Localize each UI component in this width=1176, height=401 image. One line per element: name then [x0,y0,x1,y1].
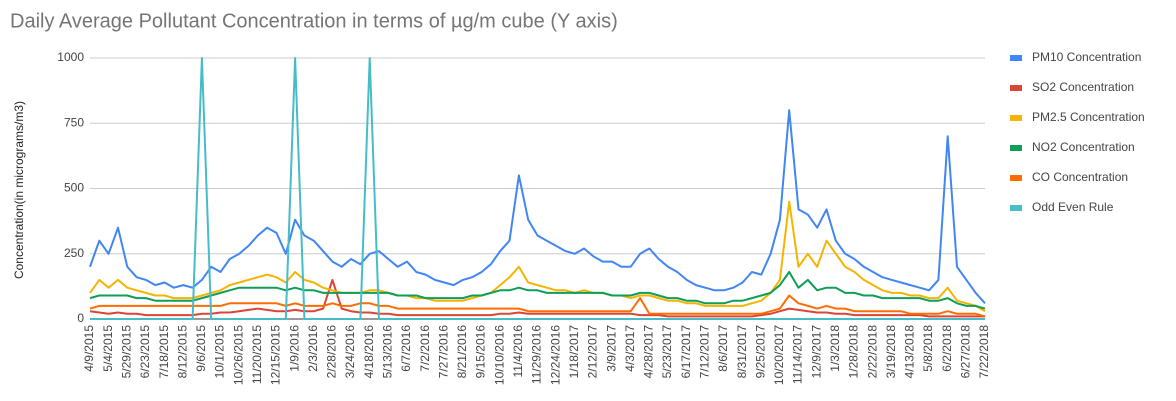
line-series [89,109,986,304]
x-tick-label: 4/3/2017 [623,325,637,372]
x-tick-label: 11/29/2016 [530,325,544,384]
legend-label: NO2 Concentration [1032,140,1135,154]
legend-swatch [1010,205,1022,211]
line-series [89,294,986,318]
x-tick-label: 10/20/2017 [772,325,786,385]
x-tick-label: 9/6/2015 [194,325,208,372]
legend-label: CO Concentration [1032,170,1128,184]
x-tick-label: 6/27/2018 [959,325,973,379]
x-tick-label: 2/3/2016 [306,325,320,372]
x-tick-label: 9/25/2017 [753,325,767,379]
x-tick-label: 8/12/2015 [175,325,189,379]
x-tick-label: 5/8/2018 [921,325,935,372]
x-tick-label: 11/14/2017 [791,325,805,384]
y-tick-label: 1000 [57,50,84,64]
x-tick-label: 4/9/2015 [82,325,96,372]
x-tick-label: 3/19/2018 [884,325,898,379]
x-tick-label: 8/31/2017 [735,325,749,379]
x-tick-label: 7/12/2017 [697,325,711,379]
x-tick-label: 6/17/2017 [679,325,693,379]
y-axis-label: Concentration(in micrograms/m3) [12,101,26,279]
y-tick-label: 500 [64,181,84,195]
x-tick-label: 10/1/2015 [213,325,227,379]
x-tick-label: 2/12/2017 [586,325,600,379]
x-tick-label: 1/3/2018 [828,325,842,372]
x-tick-label: 5/13/2016 [381,325,395,379]
x-tick-label: 7/2/2016 [418,325,432,372]
x-tick-label: 5/29/2015 [119,325,133,379]
legend-swatch [1010,115,1022,121]
x-tick-label: 9/15/2016 [474,325,488,379]
x-tick-label: 6/23/2015 [138,325,152,379]
y-tick-label: 0 [77,311,84,325]
chart-title: Daily Average Pollutant Concentration in… [10,10,618,32]
line-series [89,278,985,318]
x-tick-label: 8/6/2017 [716,325,730,372]
legend-label: Odd Even Rule [1032,200,1114,214]
x-tick-label: 12/24/2016 [548,325,562,385]
legend-label: PM2.5 Concentration [1032,110,1145,124]
line-series [89,271,986,310]
x-tick-label: 7/22/2018 [977,325,991,379]
legend-swatch [1010,55,1022,61]
line-series [89,200,986,313]
x-tick-label: 2/28/2016 [325,325,339,379]
legend-swatch [1010,175,1022,181]
x-tick-label: 1/18/2017 [567,325,581,379]
x-tick-label: 11/20/2015 [250,325,264,384]
x-tick-label: 12/15/2015 [269,325,283,385]
x-tick-label: 2/22/2018 [865,325,879,379]
x-tick-label: 7/18/2015 [157,325,171,379]
legend-swatch [1010,85,1022,91]
x-tick-label: 5/4/2015 [101,325,115,372]
x-tick-label: 5/23/2017 [660,325,674,379]
x-tick-label: 1/9/2016 [287,325,301,372]
y-tick-label: 750 [64,115,84,129]
x-tick-label: 10/26/2015 [231,325,245,385]
x-tick-label: 11/4/2016 [511,325,525,378]
x-tick-label: 3/24/2016 [343,325,357,379]
x-tick-label: 12/9/2017 [809,325,823,379]
x-tick-label: 8/21/2016 [455,325,469,379]
legend-swatch [1010,145,1022,151]
x-tick-label: 4/18/2016 [362,325,376,379]
line-series [90,57,985,320]
x-tick-label: 10/10/2016 [492,325,506,385]
legend-label: SO2 Concentration [1032,80,1134,94]
x-tick-label: 1/28/2018 [847,325,861,379]
x-tick-label: 6/2/2018 [940,325,954,372]
y-tick-label: 250 [64,246,84,260]
x-tick-label: 3/9/2017 [604,325,618,372]
x-tick-label: 7/27/2016 [436,325,450,379]
x-tick-label: 4/28/2017 [642,325,656,379]
x-tick-label: 4/13/2018 [903,325,917,379]
x-tick-label: 6/7/2016 [399,325,413,372]
legend-label: PM10 Concentration [1032,50,1141,64]
